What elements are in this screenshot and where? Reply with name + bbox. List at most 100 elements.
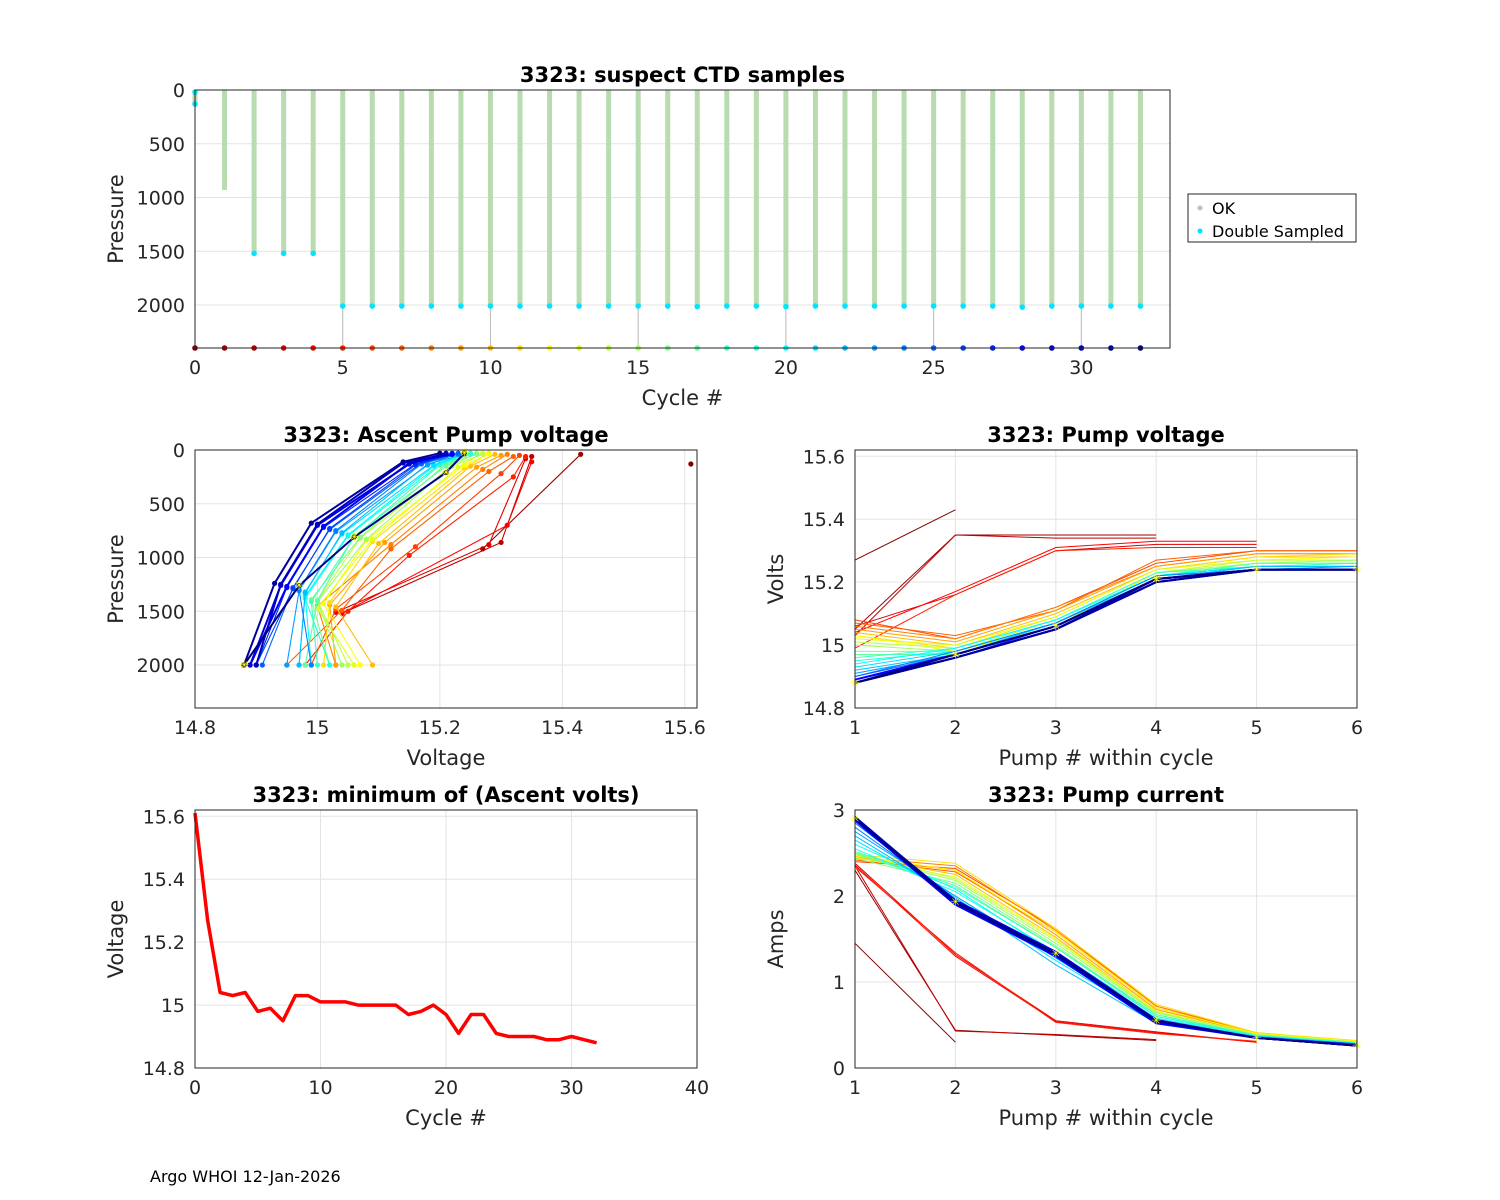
- ascent-point: [327, 600, 333, 606]
- ascent-point: [474, 464, 480, 470]
- y-tick-label: 15: [821, 635, 845, 657]
- ascent-point: [467, 450, 474, 456]
- latest-cycle-marker: ✳: [1252, 1031, 1262, 1045]
- ascent-point: [345, 608, 351, 614]
- ascent-point: [369, 662, 376, 668]
- y-tick-label: 500: [149, 494, 185, 516]
- y-tick-label: 15.6: [143, 806, 185, 828]
- double-sampled-point: [576, 303, 582, 309]
- y-tick-label: 15.2: [143, 932, 185, 954]
- latest-cycle-marker: ✳: [950, 648, 960, 662]
- x-tick-label: 4: [1150, 717, 1162, 739]
- ascent-point: [357, 662, 363, 668]
- y-tick-label: 2000: [137, 295, 185, 317]
- pump-voltage-chart: 1 2 3 4 5 6 14.8 15 15.2 15.4 15.6 3323: Pump volta…: [764, 423, 1363, 770]
- ascent-point: [406, 552, 412, 558]
- ascent-point: [296, 662, 302, 668]
- double-sampled-point: [724, 303, 730, 309]
- ascent-point: [522, 453, 529, 460]
- double-sampled-point: [753, 303, 760, 309]
- ascent-point: [455, 464, 461, 470]
- double-sampled-point: [517, 303, 523, 309]
- x-tick-label: 6: [1351, 1077, 1363, 1099]
- x-tick-label: 0: [189, 357, 201, 379]
- y-tick-label: 1500: [137, 241, 185, 263]
- ascent-point: [382, 539, 388, 546]
- pump-current-series: [854, 855, 1358, 1042]
- chart-title: 3323: Pump voltage: [987, 423, 1225, 447]
- pump-current-series: [854, 850, 1358, 1044]
- x-tick-label: 30: [559, 1077, 583, 1099]
- pump-voltage-series: [854, 509, 956, 561]
- ascent-point: [498, 539, 504, 546]
- double-sampled-point: [664, 303, 671, 309]
- ascent-point: [388, 546, 394, 552]
- x-tick-label: 15: [626, 357, 650, 379]
- ascent-point: [339, 607, 345, 613]
- legend-ok-marker: [1197, 205, 1203, 211]
- ascent-point: [302, 590, 308, 596]
- y-tick-label: 1: [833, 972, 845, 994]
- legend-box: [1187, 193, 1357, 243]
- ascent-point: [308, 520, 314, 526]
- plot-area: [195, 450, 697, 708]
- x-tick-label: 4: [1150, 1077, 1162, 1099]
- ascent-point: [498, 471, 504, 477]
- ascent-point: [510, 453, 516, 460]
- ascent-point: [461, 450, 467, 456]
- x-tick-label: 10: [478, 357, 502, 379]
- ascent-point: [400, 459, 406, 465]
- ascent-point: [320, 662, 327, 668]
- ascent-point: [284, 662, 290, 668]
- latest-cycle-marker: ✳: [1151, 572, 1161, 586]
- ascent-point: [314, 597, 321, 604]
- pump-current-series: [854, 865, 1157, 1041]
- double-sampled-point: [428, 303, 435, 309]
- double-sampled-point: [842, 303, 848, 309]
- y-tick-label: 2: [833, 886, 845, 908]
- x-tick-label: 15.4: [541, 717, 583, 739]
- ascent-point: [529, 453, 535, 460]
- x-tick-label: 30: [1069, 357, 1093, 379]
- ascent-point: [688, 461, 694, 467]
- x-tick-label: 3: [1050, 717, 1062, 739]
- x-tick-label: 15.6: [664, 717, 706, 739]
- ascent-point: [339, 662, 345, 668]
- double-sampled-point: [1108, 303, 1114, 309]
- ascent-series-line: [482, 453, 582, 550]
- pump-voltage-series: [854, 568, 1357, 684]
- plot-area: [855, 450, 1357, 708]
- axes-frame: [194, 809, 698, 1069]
- ascent-point: [345, 662, 351, 668]
- ascent-point: [278, 581, 284, 587]
- pump-current-series: [854, 854, 1358, 1043]
- latest-cycle-marker: ✳: [349, 530, 359, 544]
- ascent-point: [474, 451, 480, 457]
- double-sampled-point: [1078, 303, 1085, 309]
- y-tick-label: 15: [161, 995, 185, 1017]
- ascent-point: [302, 662, 308, 668]
- ascent-point: [284, 583, 290, 590]
- latest-cycle-marker: ✳: [1051, 947, 1061, 961]
- x-tick-label: 25: [922, 357, 946, 379]
- pump-current-series: [854, 854, 1358, 1041]
- axes-frame: [854, 809, 1358, 1069]
- double-sampled-point: [1049, 303, 1055, 309]
- ascent-point: [443, 463, 449, 469]
- ascent-point: [271, 580, 278, 586]
- y-axis-label: Volts: [764, 554, 788, 605]
- x-tick-label: 5: [1251, 717, 1263, 739]
- ascent-pump-voltage-chart: 14.8 15 15.2 15.4 15.6 0 500 1000 1500 2000 3323: …: [104, 423, 706, 770]
- x-tick-label: 5: [1251, 1077, 1263, 1099]
- double-sampled-point: [694, 303, 701, 310]
- y-tick-label: 3: [833, 800, 845, 822]
- ascent-point: [314, 521, 321, 527]
- ascent-point: [369, 536, 376, 542]
- double-sampled-point: [871, 303, 878, 309]
- latest-cycle-marker: ✳: [1151, 1014, 1161, 1028]
- pump-voltage-series: [854, 550, 1357, 637]
- double-sampled-point: [1019, 304, 1026, 310]
- ascent-point: [247, 662, 253, 668]
